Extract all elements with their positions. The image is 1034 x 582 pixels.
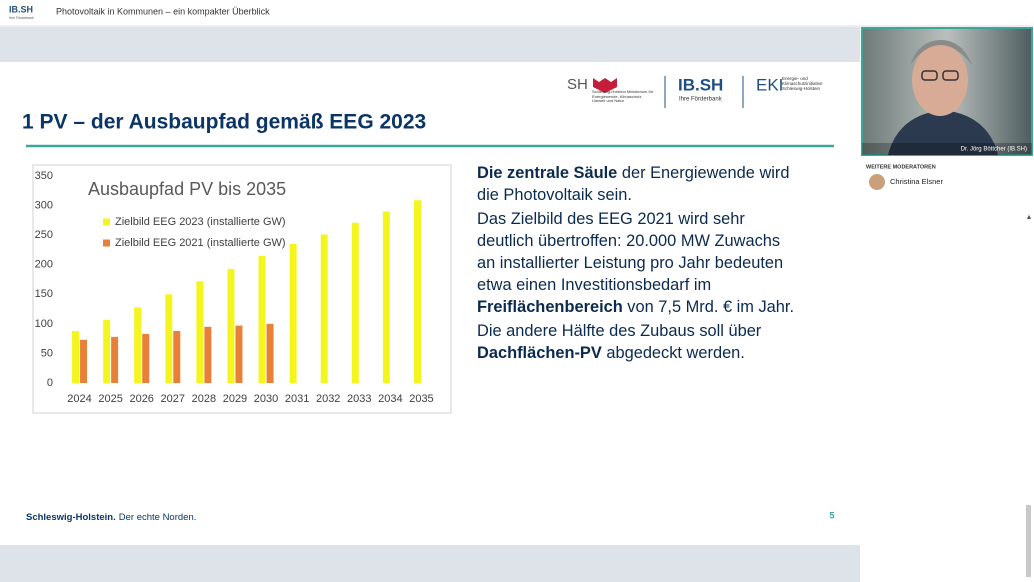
slide-heading: 1 PV – der Ausbaupfad gemäß EEG 2023	[22, 111, 426, 134]
logo-eki-sub: Energie- und Klimaschutzinitiative Schle…	[782, 76, 823, 91]
logo-sh-sub-box: Schleswig-Holstein Ministerium für Energ…	[592, 90, 654, 103]
footer: Schleswig-Holstein. Der echte Norden.	[26, 512, 196, 523]
y-tick-label: 150	[35, 288, 53, 300]
x-tick-label: 2034	[378, 393, 402, 405]
bar	[142, 333, 150, 383]
stage-band	[0, 545, 860, 582]
paragraph: Die zentrale Säule der Energiewende wird…	[477, 162, 799, 206]
text-run: abgedeckt werden.	[601, 344, 745, 362]
y-tick-label: 100	[35, 318, 53, 330]
text-run: Die andere Hälfte des Zubaus soll über	[477, 322, 762, 340]
speaker-hair	[910, 40, 972, 65]
y-tick-label: 200	[35, 259, 53, 271]
scroll-arrow[interactable]: ▲	[1026, 214, 1033, 221]
x-tick-label: 2032	[316, 393, 340, 405]
x-tick-label: 2030	[254, 393, 278, 405]
logo-sh-sub: Schleswig-Holstein Ministerium für Energ…	[592, 90, 654, 103]
footer-bold: Schleswig-Holstein.	[26, 512, 116, 523]
moderator-name[interactable]: Christina Elsner	[890, 177, 943, 186]
bar	[72, 330, 80, 383]
speaker-name: Dr. Jörg Böttcher (IB.SH)	[961, 147, 1027, 153]
x-tick-label: 2028	[192, 393, 216, 405]
meeting-title: Photovoltaik in Kommunen – ein kompakter…	[56, 6, 270, 16]
footer-rest: Der echte Norden.	[119, 512, 197, 523]
x-tick-label: 2024	[67, 393, 91, 405]
logo-ibsh: IB.SH	[678, 75, 723, 94]
glasses	[921, 70, 938, 81]
logo-ibsh-sub: Ihre Förderbank	[679, 97, 723, 103]
bar	[204, 326, 212, 383]
x-tick-label: 2027	[161, 393, 185, 405]
bar	[289, 244, 297, 383]
bar	[320, 234, 328, 383]
logo-eki-sub-box: Energie- und Klimaschutzinitiative Schle…	[782, 76, 823, 91]
avatar	[869, 174, 885, 190]
bar	[103, 319, 111, 383]
logo-eki: EKI	[756, 75, 783, 94]
x-tick-label: 2033	[347, 393, 371, 405]
bar	[196, 281, 204, 383]
y-tick-label: 0	[47, 377, 53, 389]
bar	[111, 336, 119, 383]
bar	[235, 325, 243, 383]
logo-sh: SH	[567, 76, 588, 93]
bar	[173, 330, 181, 383]
x-tick-label: 2025	[98, 393, 122, 405]
bar	[165, 294, 173, 383]
topbar	[0, 0, 1034, 26]
y-tick-label: 300	[35, 199, 53, 211]
x-tick-label: 2031	[285, 393, 309, 405]
caption-bar	[862, 143, 1032, 155]
bar	[80, 339, 88, 383]
legend-label: Zielbild EEG 2021 (installierte GW)	[115, 237, 286, 249]
stage-band	[0, 27, 860, 62]
scrollbar[interactable]	[1026, 505, 1031, 577]
paragraph: Die andere Hälfte des Zubaus soll über D…	[477, 320, 799, 364]
chart-title: Ausbaupfad PV bis 2035	[88, 179, 286, 199]
y-tick-label: 50	[41, 347, 53, 359]
bar	[266, 323, 274, 383]
text-run: Das Zielbild des EEG 2021 wird sehr deut…	[477, 210, 784, 294]
bar	[351, 222, 359, 383]
page-number: 5	[829, 510, 834, 520]
speaker-body	[888, 110, 998, 155]
legend-swatch	[103, 239, 110, 247]
sidebar-empty	[860, 197, 1034, 582]
coat-of-arms	[593, 78, 617, 93]
paragraph: Das Zielbild des EEG 2021 wird sehr deut…	[477, 208, 799, 318]
text-run: Freiflächenbereich	[477, 298, 623, 316]
x-tick-label: 2026	[129, 393, 153, 405]
text-run: der Energiewende wird die Photovoltaik s…	[477, 164, 790, 204]
text-run: von 7,5 Mrd. € im Jahr.	[622, 298, 795, 316]
legend-label: Zielbild EEG 2023 (installierte GW)	[115, 216, 286, 228]
bar	[227, 268, 235, 383]
text-run: Die zentrale Säule	[477, 164, 618, 182]
legend-swatch	[103, 218, 110, 226]
text-run: Dachflächen-PV	[477, 344, 602, 362]
bar	[134, 307, 142, 383]
bar	[258, 255, 266, 383]
sidebar-section: WEITERE MODERATOREN	[866, 164, 936, 170]
x-tick-label: 2029	[223, 393, 247, 405]
glasses	[942, 70, 959, 81]
y-tick-label: 250	[35, 229, 53, 241]
bar	[382, 211, 390, 383]
bar	[413, 200, 421, 383]
logo: IB.SH	[9, 4, 33, 14]
x-tick-label: 2035	[409, 393, 433, 405]
slide-text: Die zentrale Säule der Energiewende wird…	[477, 162, 799, 366]
y-tick-label: 350	[35, 170, 53, 182]
speaker-head	[912, 44, 968, 116]
logo-sub: Ihre Förderbank	[9, 16, 34, 20]
